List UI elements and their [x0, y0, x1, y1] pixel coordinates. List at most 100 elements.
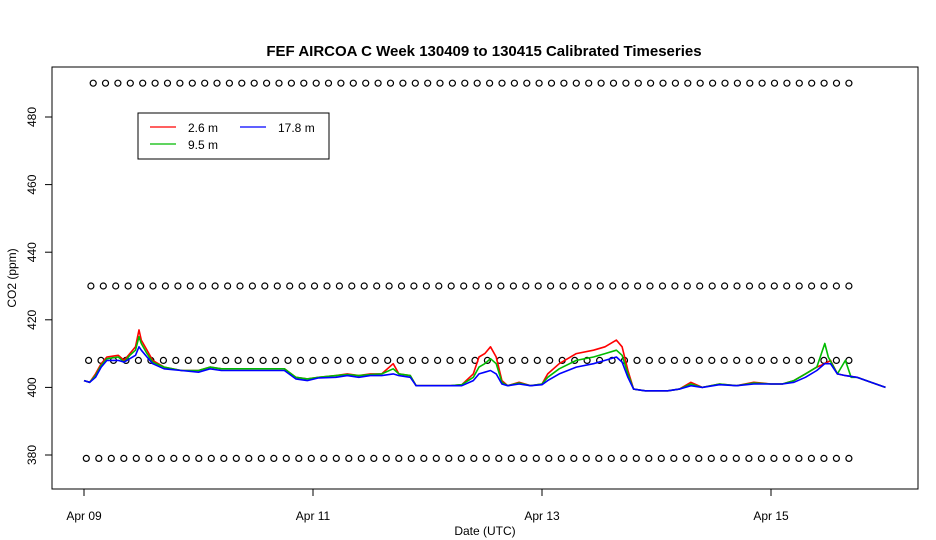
- ring-marker: [845, 454, 853, 462]
- ring-marker: [432, 454, 440, 462]
- ring-marker: [670, 356, 679, 364]
- ring-marker: [622, 79, 630, 87]
- ring-marker: [149, 282, 157, 290]
- ring-marker: [758, 282, 766, 290]
- ring-marker: [349, 79, 357, 87]
- ring-marker: [385, 282, 393, 290]
- ring-marker: [645, 454, 653, 462]
- ring-marker: [145, 454, 153, 462]
- series-layer: [83, 329, 886, 392]
- ring-marker: [634, 79, 642, 87]
- ring-marker: [733, 356, 741, 364]
- ring-marker: [585, 79, 593, 87]
- ring-marker: [770, 454, 778, 462]
- ring-marker: [257, 454, 265, 462]
- ring-marker: [770, 79, 779, 87]
- ring-marker: [510, 79, 519, 87]
- ring-marker: [324, 79, 333, 87]
- y-tick-label: 480: [25, 107, 39, 127]
- ring-marker: [222, 356, 230, 364]
- ring-marker: [559, 282, 567, 290]
- ring-marker: [757, 454, 766, 462]
- legend-label: 2.6 m: [188, 121, 218, 135]
- ring-marker: [157, 454, 165, 462]
- ring-marker: [795, 282, 803, 290]
- ring-marker: [424, 79, 432, 87]
- ring-marker: [410, 282, 418, 290]
- ring-marker: [296, 356, 305, 364]
- ring-marker: [484, 282, 493, 290]
- ring-marker: [845, 79, 853, 87]
- ring-marker: [434, 356, 442, 364]
- ring-marker: [209, 356, 217, 364]
- ring-marker: [472, 282, 480, 290]
- ring-marker: [275, 79, 283, 87]
- ring-marker: [684, 79, 692, 87]
- ring-marker: [82, 454, 90, 462]
- ring-marker: [659, 79, 667, 87]
- ring-marker: [807, 356, 816, 364]
- ring-marker: [683, 282, 691, 290]
- ring-marker: [300, 79, 308, 87]
- ring-marker: [646, 282, 654, 290]
- ring-marker: [345, 454, 353, 462]
- ring-marker: [174, 282, 182, 290]
- series-line: [83, 346, 886, 392]
- ring-marker: [197, 356, 205, 364]
- ring-marker: [137, 282, 145, 290]
- ring-marker: [533, 356, 541, 364]
- ring-marker: [658, 282, 667, 290]
- ring-marker: [482, 454, 490, 462]
- ring-marker: [721, 79, 729, 87]
- ring-marker: [334, 356, 342, 364]
- ring-marker: [362, 79, 370, 87]
- ring-marker: [286, 282, 294, 290]
- y-tick-label: 460: [25, 174, 39, 194]
- ring-marker: [707, 454, 715, 462]
- ring-marker: [460, 282, 468, 290]
- ring-marker: [782, 454, 791, 462]
- ring-marker: [346, 356, 354, 364]
- ring-marker: [546, 282, 555, 290]
- ring-marker: [176, 79, 184, 87]
- ring-marker: [151, 79, 159, 87]
- ring-marker: [101, 79, 110, 87]
- ring-marker: [271, 356, 280, 364]
- ring-marker: [287, 79, 295, 87]
- ring-marker: [522, 282, 530, 290]
- ring-marker: [547, 79, 556, 87]
- ring-marker: [245, 454, 253, 462]
- ring-marker: [107, 454, 115, 462]
- ring-marker: [572, 79, 580, 87]
- legend-label: 9.5 m: [188, 138, 218, 152]
- ring-marker: [236, 282, 244, 290]
- ring-marker: [420, 454, 428, 462]
- ring-marker: [309, 356, 317, 364]
- ring-marker: [708, 282, 716, 290]
- ring-marker: [332, 454, 340, 462]
- ring-marker: [321, 356, 329, 364]
- ring-marker: [808, 79, 816, 87]
- ring-marker: [682, 454, 690, 462]
- ring-marker: [620, 454, 628, 462]
- ring-marker: [172, 356, 180, 364]
- ring-marker: [783, 79, 791, 87]
- ring-marker: [447, 282, 455, 290]
- ring-marker: [445, 454, 453, 462]
- ring-marker: [186, 282, 194, 290]
- ring-marker: [607, 454, 615, 462]
- ring-marker: [571, 282, 580, 290]
- ring-marker: [211, 282, 219, 290]
- ring-marker: [234, 356, 242, 364]
- ring-marker: [247, 356, 255, 364]
- ring-marker: [483, 356, 491, 364]
- x-axis: Apr 09 Apr 11 Apr 13 Apr 15: [66, 488, 789, 523]
- ring-marker: [507, 454, 515, 462]
- ring-marker: [232, 454, 240, 462]
- ring-marker: [695, 356, 703, 364]
- ring-marker: [310, 282, 319, 290]
- ring-marker: [411, 79, 419, 87]
- ring-marker: [609, 282, 617, 290]
- ring-marker: [633, 356, 641, 364]
